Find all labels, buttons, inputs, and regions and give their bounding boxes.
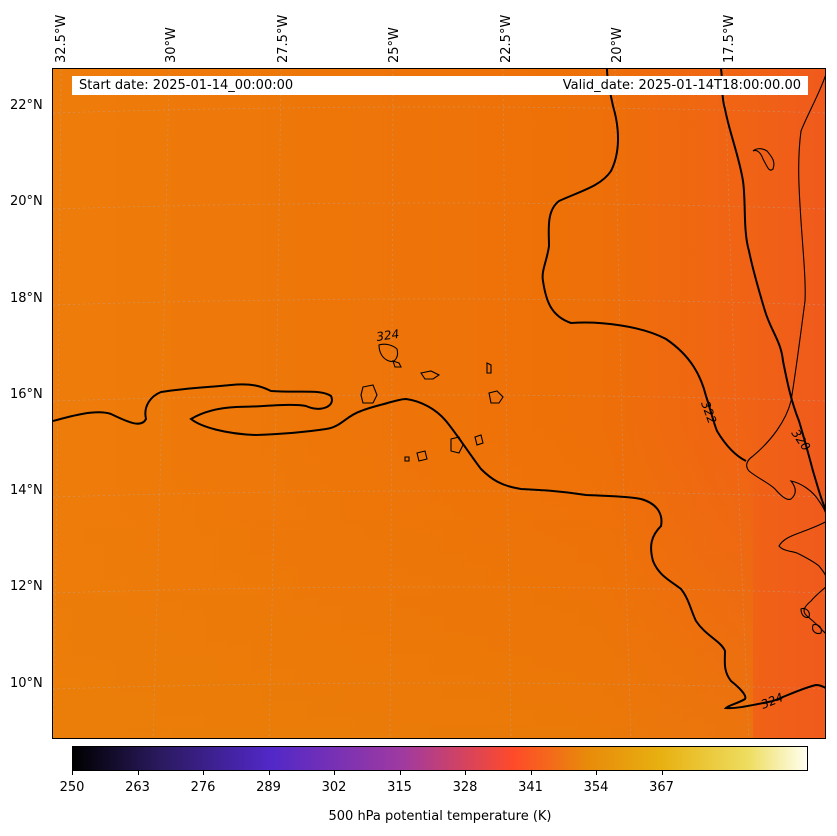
- lat-label-16n: 16°N: [10, 387, 43, 402]
- colorbar-tick: [268, 771, 270, 775]
- lon-label-20w: 20°W: [610, 27, 625, 63]
- lon-label-30w: 30°W: [164, 27, 179, 63]
- coastlines: [360, 75, 825, 635]
- temperature-contours: [53, 69, 825, 710]
- coastline-guinea: [803, 586, 825, 634]
- colorbar-tick-label: 263: [125, 780, 150, 795]
- colorbar: [72, 746, 808, 771]
- colorbar-tick-label: 276: [190, 780, 216, 795]
- lon-label-22-5w: 22.5°W: [499, 14, 514, 63]
- colorbar-tick-label: 289: [256, 780, 281, 795]
- island-brava: [474, 434, 484, 446]
- lon-label-27-5w: 27.5°W: [276, 14, 291, 63]
- colorbar-tick: [203, 771, 204, 775]
- island-santo-antao: [378, 343, 399, 362]
- map-canvas: 324 322 320 324: [53, 69, 825, 738]
- island-bijagos-2: [812, 623, 822, 635]
- colorbar-tick: [661, 771, 663, 775]
- colorbar-tick-label: 354: [583, 780, 609, 795]
- lat-label-10n: 10°N: [10, 676, 43, 691]
- island-bijagos: [800, 607, 810, 619]
- island-sao-vicente: [392, 360, 402, 368]
- colorbar-tick-label: 302: [321, 780, 347, 795]
- colorbar-title: 500 hPa potential temperature (K): [328, 809, 552, 824]
- lat-label-12n: 12°N: [10, 579, 43, 594]
- lat-label-18n: 18°N: [10, 291, 43, 306]
- colorbar-tick: [399, 771, 401, 775]
- island-sao-nicolau: [420, 370, 441, 380]
- island-sao-tiago-small: [404, 456, 410, 462]
- island-sal: [486, 362, 492, 374]
- lat-label-20n: 20°N: [10, 194, 43, 209]
- lon-label-25w: 25°W: [387, 27, 402, 63]
- colorbar-tick-label: 250: [59, 780, 85, 795]
- lat-label-22n: 22°N: [10, 98, 43, 113]
- graticule: [53, 69, 825, 738]
- start-date-label: Start date: 2025-01-14_00:00:00: [79, 78, 294, 93]
- lon-label-17-5w: 17.5°W: [722, 14, 737, 63]
- colorbar-tick: [72, 771, 73, 775]
- colorbar-tick-label: 315: [387, 780, 412, 795]
- colorbar-tick-label: 367: [649, 780, 674, 795]
- lon-label-32-5w: 32.5°W: [54, 14, 69, 63]
- contour-label-324-north: 324: [375, 327, 400, 344]
- colorbar-tick: [530, 771, 532, 775]
- colorbar-tick-label: 328: [452, 780, 478, 795]
- colorbar-tick: [465, 771, 466, 775]
- valid-date-label: Valid_date: 2025-01-14T18:00:00.00: [562, 78, 801, 93]
- island-santiago: [360, 384, 378, 404]
- island-fogo: [450, 436, 464, 454]
- island-maio: [416, 450, 428, 462]
- coastline-africa: [746, 75, 825, 514]
- temperature-field-south: [53, 421, 753, 738]
- contour-322: [541, 69, 747, 462]
- info-bar: Start date: 2025-01-14_00:00:00 Valid_da…: [72, 76, 808, 95]
- map-panel[interactable]: 324 322 320 324: [52, 68, 826, 739]
- island-boa-vista: [488, 390, 504, 404]
- colorbar-tick: [137, 771, 139, 775]
- colorbar-tick: [596, 771, 597, 775]
- lat-label-14n: 14°N: [10, 483, 43, 498]
- coastline-senegal: [778, 521, 825, 576]
- colorbar-tick: [334, 771, 335, 775]
- colorbar-tick-label: 341: [518, 780, 543, 795]
- contour-320: [720, 69, 825, 510]
- contour-324-west: [53, 383, 825, 710]
- island-canary-coast: [752, 148, 775, 171]
